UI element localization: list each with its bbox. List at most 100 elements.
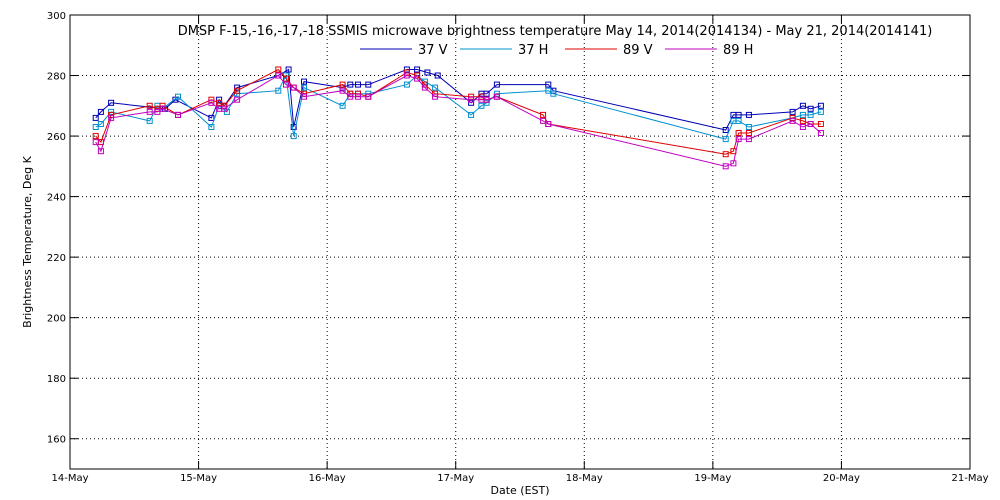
x-tick-labels: 14-May 15-May 16-May 17-May 18-May 19-May 20-M…: [51, 473, 988, 484]
data-point: [208, 124, 215, 130]
data-point: [301, 84, 307, 91]
y-tick-label: 300: [47, 11, 66, 22]
data-point: [108, 99, 115, 106]
data-point: [301, 93, 307, 100]
data-point: [290, 124, 297, 130]
data-point: [799, 117, 806, 124]
data-point: [234, 96, 241, 103]
data-point: [208, 96, 215, 103]
data-point: [540, 117, 547, 124]
data-point: [234, 84, 241, 91]
data-point: [789, 117, 796, 124]
data-point: [355, 81, 361, 88]
chart-title: DMSP F-15,-16,-17,-18 SSMIS microwave br…: [178, 24, 933, 39]
data-point: [817, 102, 824, 109]
x-tick-label: 19-May: [694, 473, 731, 484]
x-tick-label: 17-May: [437, 473, 474, 484]
data-point: [146, 102, 153, 109]
y-tick-label: 260: [47, 132, 66, 143]
series-layer: [92, 66, 824, 170]
data-point: [432, 93, 439, 100]
data-point: [275, 66, 282, 73]
x-tick-label: 18-May: [566, 473, 603, 484]
data-point: [97, 108, 104, 115]
x-tick-label: 20-May: [823, 473, 860, 484]
data-point: [290, 133, 297, 140]
data-point: [283, 75, 289, 82]
data-point: [799, 124, 806, 130]
data-point: [97, 148, 104, 155]
data-point: [468, 99, 475, 106]
y-tick-label: 180: [47, 374, 66, 385]
data-point: [290, 84, 297, 91]
data-point: [216, 96, 223, 103]
legend-label: 89 H: [723, 43, 753, 58]
data-point: [807, 121, 814, 127]
data-point: [421, 84, 428, 91]
data-point: [108, 114, 115, 121]
legend-label: 37 H: [518, 43, 548, 58]
data-point: [347, 81, 354, 88]
data-point: [432, 84, 439, 91]
data-point: [722, 136, 729, 143]
data-point: [745, 136, 752, 143]
data-point: [483, 96, 490, 103]
data-point: [817, 108, 824, 115]
series-89-h: [92, 72, 824, 170]
legend: 37 V 37 H 89 V 89 H: [360, 43, 753, 58]
legend-label: 89 V: [623, 43, 653, 58]
data-point: [208, 114, 215, 121]
data-point: [414, 66, 421, 73]
data-point: [817, 121, 824, 127]
data-point: [789, 108, 796, 115]
data-point: [403, 72, 410, 79]
data-point: [92, 114, 99, 121]
data-point: [97, 121, 104, 127]
data-point: [483, 99, 490, 106]
data-point: [146, 108, 153, 115]
y-tick-label: 200: [47, 314, 66, 325]
y-tick-labels: 160 180 200 220 240 260 280 300: [47, 11, 66, 446]
x-tick-label: 14-May: [51, 473, 88, 484]
data-point: [745, 130, 752, 136]
data-point: [154, 108, 161, 115]
x-tick-label: 15-May: [180, 473, 217, 484]
data-point: [817, 130, 824, 136]
data-point: [146, 117, 153, 124]
data-point: [365, 81, 372, 88]
data-point: [735, 111, 742, 118]
data-point: [434, 72, 441, 79]
axis-ticks: [69, 14, 971, 469]
data-point: [301, 78, 307, 85]
data-point: [735, 130, 742, 136]
x-axis-title: Date (EST): [490, 484, 549, 497]
data-point: [175, 111, 181, 118]
data-point: [545, 121, 552, 127]
data-point: [339, 87, 346, 94]
data-point: [355, 93, 361, 100]
data-point: [722, 127, 729, 133]
data-point: [735, 136, 742, 143]
data-point: [339, 81, 346, 88]
data-point: [545, 81, 552, 88]
data-point: [799, 111, 806, 118]
data-point: [735, 117, 742, 124]
data-point: [159, 105, 166, 112]
series-line: [95, 74, 822, 167]
data-point: [468, 111, 475, 118]
legend-label: 37 V: [418, 43, 448, 58]
data-point: [234, 87, 241, 94]
data-point: [807, 105, 814, 112]
data-point: [493, 81, 500, 88]
data-point: [92, 139, 99, 146]
data-point: [92, 133, 99, 140]
data-point: [339, 102, 346, 109]
data-point: [550, 90, 557, 97]
data-point: [414, 72, 421, 79]
data-point: [807, 111, 814, 118]
data-point: [722, 163, 729, 170]
data-point: [275, 87, 282, 94]
data-point: [175, 93, 181, 100]
data-point: [730, 160, 737, 167]
data-point: [208, 99, 215, 106]
